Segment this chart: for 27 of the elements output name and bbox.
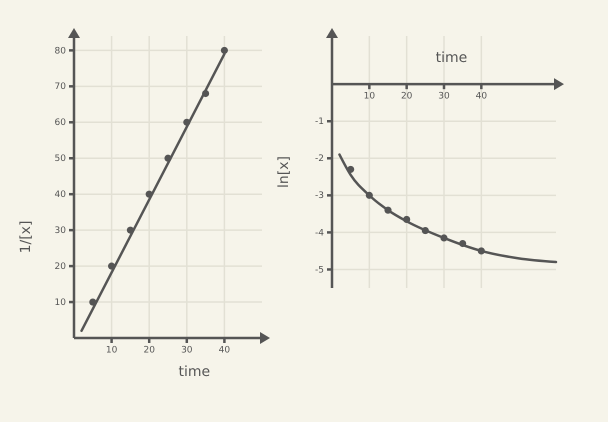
y-tick-label: 20 xyxy=(54,262,66,272)
y-tick-label: 80 xyxy=(54,46,66,56)
x-tick-label: 10 xyxy=(364,92,376,102)
y-tick-label: -1 xyxy=(315,117,324,128)
x-tick-label: 30 xyxy=(181,345,193,356)
line-series xyxy=(338,153,558,264)
x-tick-label: 40 xyxy=(218,345,230,356)
point xyxy=(220,46,228,54)
y-tick-label: 70 xyxy=(54,82,66,92)
y-tick-label: 60 xyxy=(54,118,66,128)
y-tick-label: -5 xyxy=(315,265,324,276)
y-tick-label: -3 xyxy=(315,191,324,202)
x-axis-title: time xyxy=(178,364,210,380)
y-tick-label: 50 xyxy=(54,154,66,164)
y-axis-title: 1/[x] xyxy=(18,220,34,254)
x-tick-label: 10 xyxy=(106,345,118,356)
x-tick-label: 20 xyxy=(143,345,156,356)
x-tick-label: 20 xyxy=(400,92,413,102)
y-tick-label: 10 xyxy=(54,298,66,308)
y-tick-label: -4 xyxy=(315,228,324,238)
x-tick-label: 40 xyxy=(476,92,488,102)
x-axis-title: time xyxy=(436,50,468,66)
y-axis-title: ln[x] xyxy=(276,156,292,188)
x-tick-label: 30 xyxy=(438,92,450,102)
y-tick-label: 40 xyxy=(54,190,66,200)
y-tick-label: -2 xyxy=(315,154,324,164)
y-tick-label: 30 xyxy=(54,226,66,236)
